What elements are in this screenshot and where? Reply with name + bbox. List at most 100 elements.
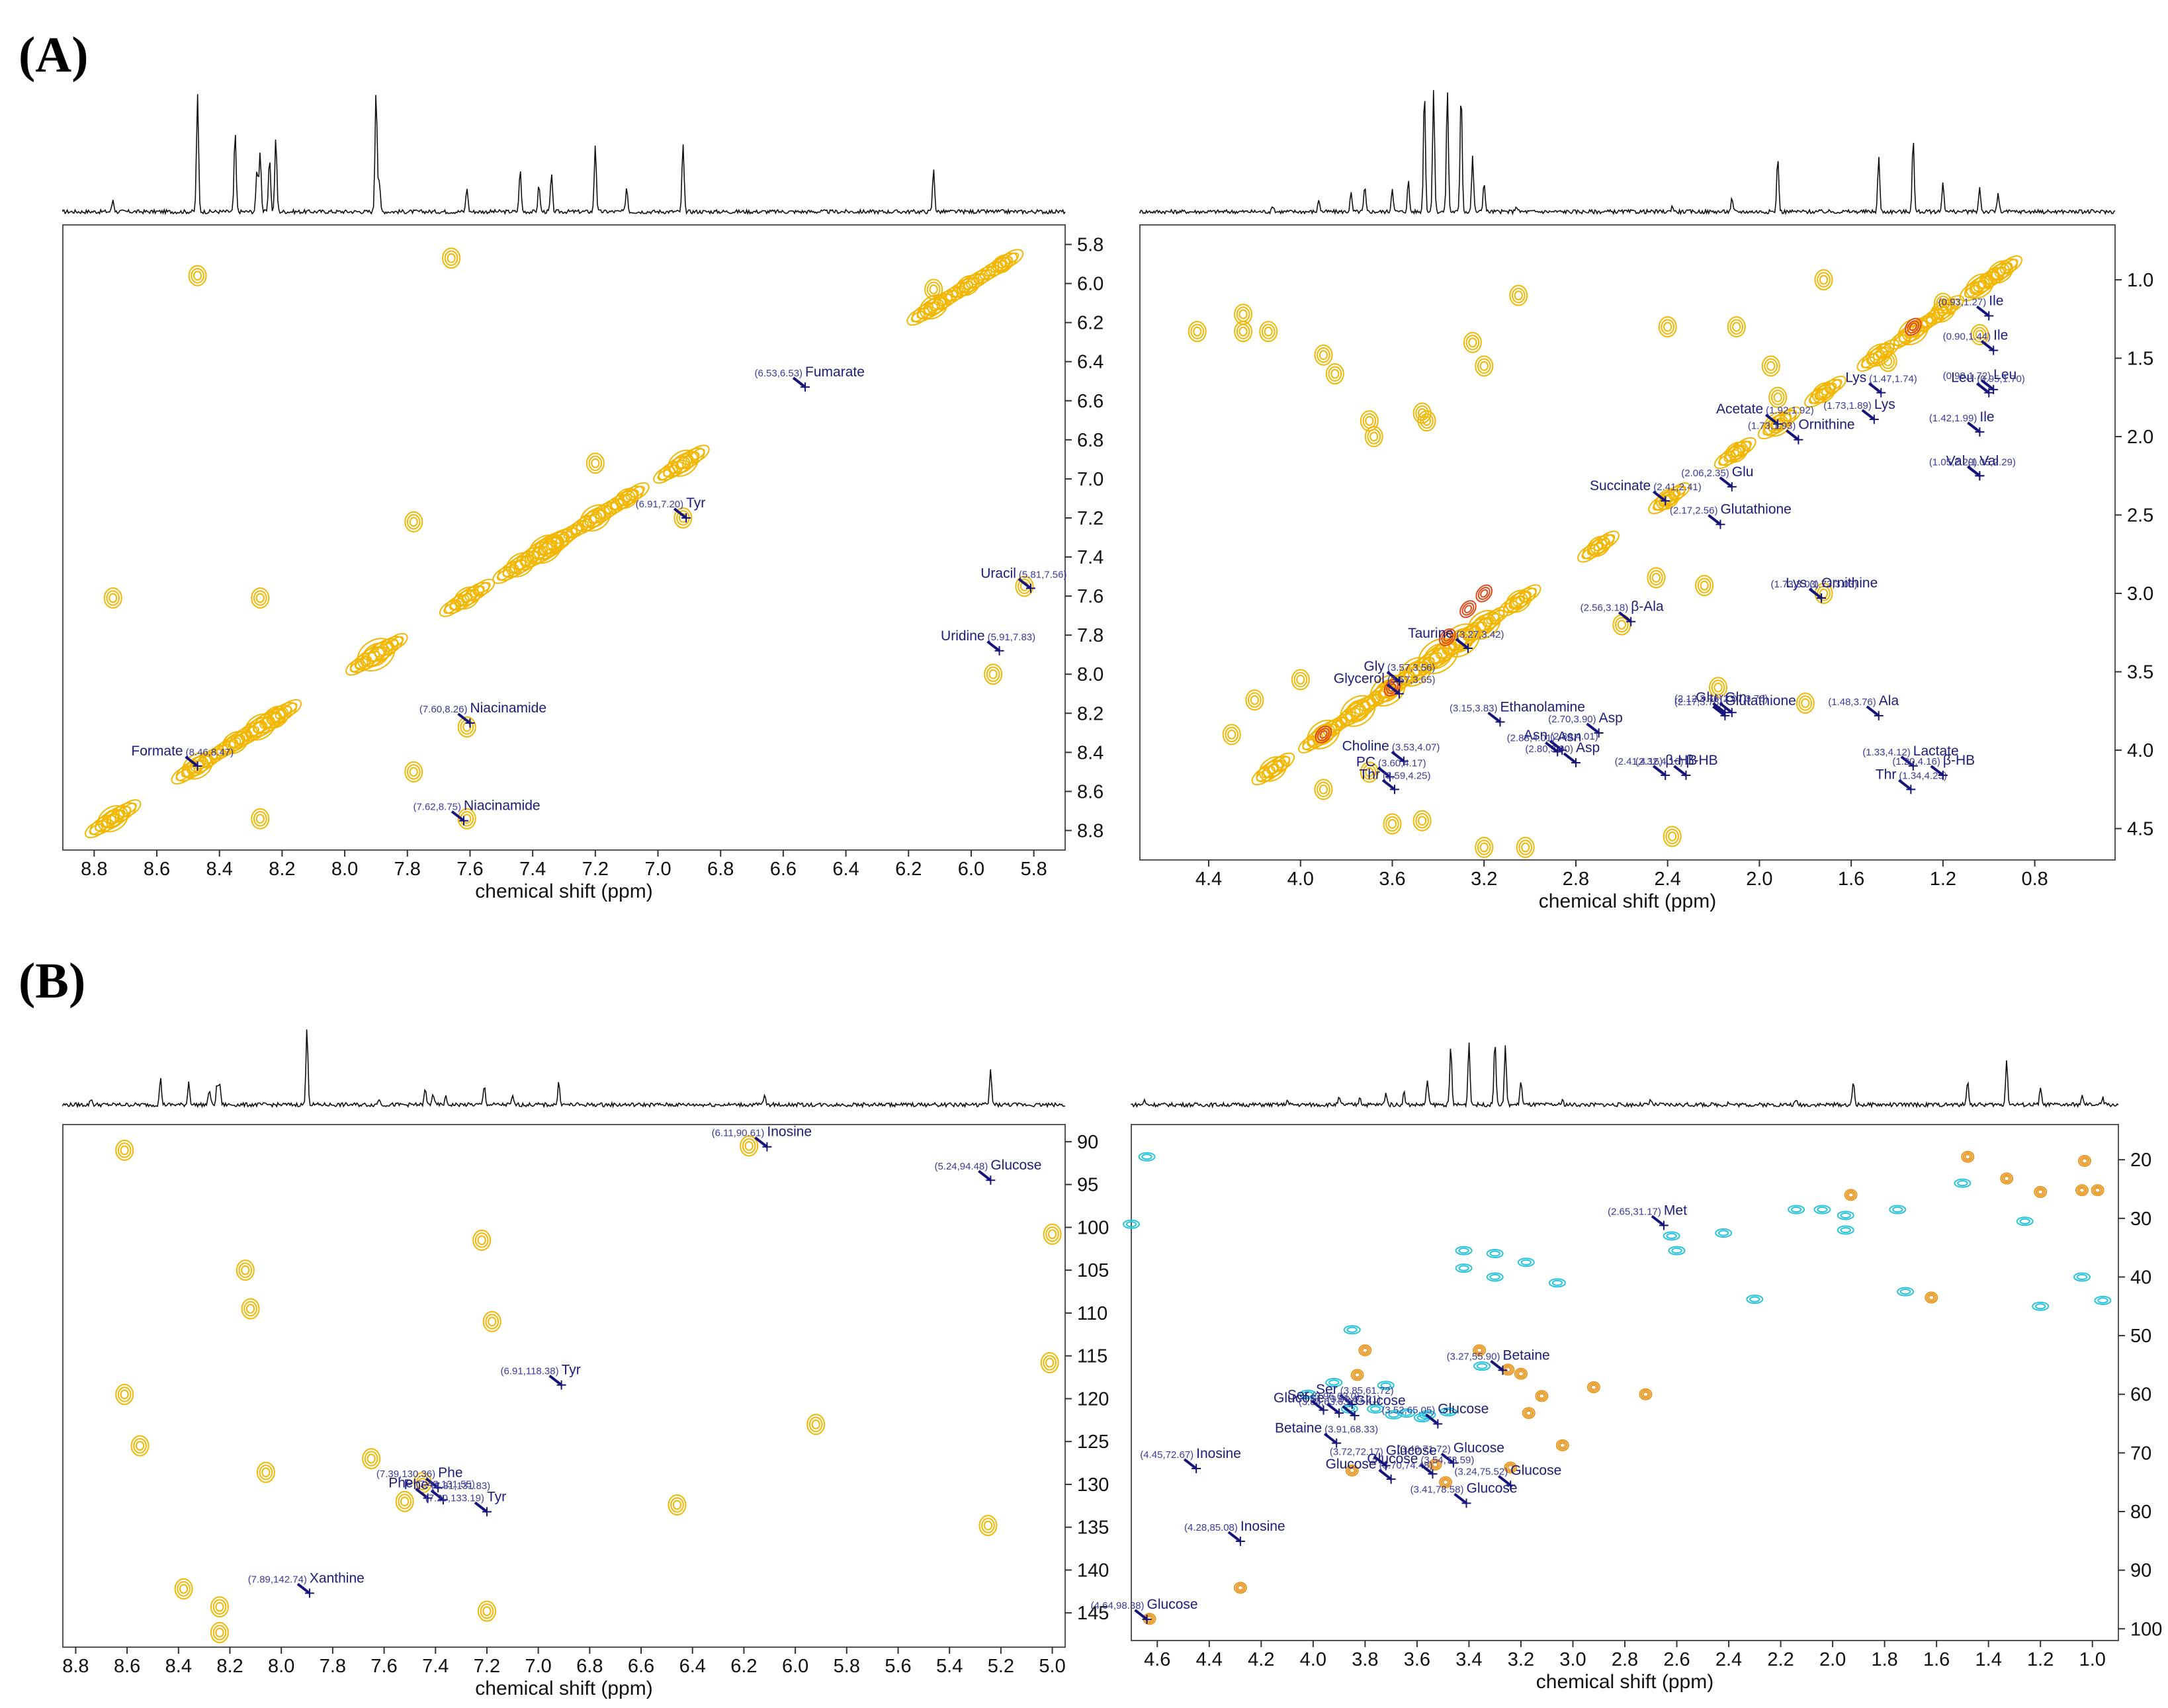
diagonal-peak xyxy=(97,805,129,833)
contour-ring xyxy=(1933,292,1952,314)
contour-ring xyxy=(1661,319,1674,335)
contour-ring xyxy=(1367,1404,1385,1414)
contour-ring xyxy=(1669,482,1691,501)
cross-peak xyxy=(395,1490,414,1512)
contour-ring xyxy=(221,739,239,753)
annotation-coords: (8.46,8.47) xyxy=(186,747,234,758)
contour-ring xyxy=(1666,1232,1677,1240)
x-tick-label: 2.6 xyxy=(1663,1649,1690,1670)
annotation-leader xyxy=(425,1477,439,1489)
contour-ring xyxy=(1432,1461,1439,1468)
cross-peak xyxy=(1463,331,1482,353)
annotation-label: Succinate xyxy=(1590,478,1651,493)
contour-ring xyxy=(1225,726,1239,743)
cross-peak xyxy=(1475,355,1494,377)
x-tick-label: 1.2 xyxy=(2027,1649,2054,1670)
annotation-label: PC xyxy=(1356,754,1375,769)
annotation-coords: (1.73,1.93) xyxy=(1748,421,1796,432)
contour-ring xyxy=(450,589,478,611)
contour-ring xyxy=(406,764,421,780)
x-tick-label: 2.8 xyxy=(1612,1649,1638,1670)
contour-ring xyxy=(950,285,967,298)
contour-ring xyxy=(959,277,977,294)
annotation-leader xyxy=(1498,1474,1512,1486)
contour-ring xyxy=(668,1494,687,1516)
x-tick-label: 8.2 xyxy=(269,859,295,880)
contour-ring xyxy=(1299,1389,1317,1399)
annotation-label: β-Ala xyxy=(1631,599,1664,615)
contour-ring xyxy=(1233,1582,1247,1594)
hsqc-peak-negative xyxy=(2000,1172,2014,1185)
annotation-coords: (1.73,3.03) xyxy=(1809,579,1858,590)
annotation-leader xyxy=(1712,702,1726,714)
x-tick-label: 3.2 xyxy=(1508,1649,1534,1670)
x-tick-label: 2.0 xyxy=(1819,1649,1846,1670)
contour-ring xyxy=(591,458,600,468)
contour-ring xyxy=(1647,567,1666,589)
contour-ring xyxy=(364,1451,378,1467)
annotation-ile: (0.93,1.27) Ile xyxy=(1938,293,2003,321)
contour-ring xyxy=(122,802,137,814)
annotation-coords: (3.90,63.21) xyxy=(1327,1394,1381,1405)
hsqc-peak-negative xyxy=(1345,1464,1359,1476)
contour-ring xyxy=(179,1584,189,1594)
cross-peak xyxy=(1475,837,1494,859)
contour-ring xyxy=(1778,406,1801,425)
contour-ring xyxy=(1317,347,1330,363)
x-tick-label: 5.4 xyxy=(936,1656,963,1677)
contour-ring xyxy=(1729,319,1744,335)
contour-ring xyxy=(188,265,207,286)
annotation-label: Gly xyxy=(1364,659,1385,674)
annotation-leader xyxy=(978,1170,992,1181)
x-tick-label: 3.0 xyxy=(1559,1649,1586,1670)
annotation-label: Lactate xyxy=(1913,744,1959,759)
contour-ring xyxy=(259,1465,273,1480)
hsqc-peak-negative xyxy=(1350,1369,1364,1381)
contour-ring xyxy=(929,284,938,294)
annotation-coords: (7.20,133.19) xyxy=(425,1492,484,1504)
contour-ring xyxy=(415,1474,430,1491)
annotation-label: β-HB xyxy=(1665,753,1697,768)
contour-ring xyxy=(1970,323,1989,345)
annotation-coords: (2.12,3.76) xyxy=(1674,693,1723,705)
contour-ring xyxy=(1307,719,1340,749)
contour-ring xyxy=(924,278,943,300)
contour-ring xyxy=(1837,1225,1854,1235)
diagonal-peak xyxy=(956,275,980,296)
contour-ring xyxy=(249,716,272,737)
x-axis-title: chemical shift (ppm) xyxy=(475,880,652,902)
annotation-leader xyxy=(1183,1458,1197,1470)
x-tick-label: 4.0 xyxy=(1300,1649,1326,1670)
diagonal-peak xyxy=(992,254,1014,274)
contour-ring xyxy=(1476,618,1492,632)
contour-ring xyxy=(1840,1226,1851,1234)
annotation-label: Glucose xyxy=(1367,1451,1418,1467)
annotation-leader xyxy=(1786,429,1799,441)
contour-ring xyxy=(1479,842,1489,853)
contour-ring xyxy=(1770,409,1797,431)
cross-peak xyxy=(241,1298,260,1320)
y-tick-label: 105 xyxy=(1077,1260,1109,1281)
cross-peak xyxy=(1970,323,1989,345)
contour-ring xyxy=(1380,1382,1391,1389)
annotation-ala: (1.48,3.76) Ala xyxy=(1828,693,1899,720)
annotation-leader xyxy=(1980,379,1995,391)
annotation-choline: Choline (3.53,4.07) xyxy=(1342,739,1440,766)
contour-ring xyxy=(1015,576,1034,597)
contour-ring xyxy=(101,808,124,829)
annotation-label: Asn xyxy=(1524,728,1547,743)
contour-ring xyxy=(1518,1371,1524,1377)
contour-ring xyxy=(1936,295,1950,312)
annotation-label: Ile xyxy=(1979,409,1994,425)
annotation-leader xyxy=(1378,1469,1392,1480)
contour-ring xyxy=(1548,1278,1566,1288)
cross-peak xyxy=(251,587,270,609)
x-tick-label: 4.4 xyxy=(1196,1649,1223,1670)
hsqc-peak-negative xyxy=(1639,1388,1653,1400)
annotation-label: Ser xyxy=(1316,1382,1338,1397)
annotation-coords: (1.73,3.03) xyxy=(1771,579,1819,590)
contour-ring xyxy=(545,540,558,551)
annotation-leader xyxy=(1440,1453,1455,1465)
plot-b1: 8.8 8.6 8.4 8.2 8.0 7.8 7.6 7.4 7.2 7.0 6.8 6.6 6.4 6… xyxy=(62,1029,1109,1699)
contour-ring xyxy=(390,636,404,648)
